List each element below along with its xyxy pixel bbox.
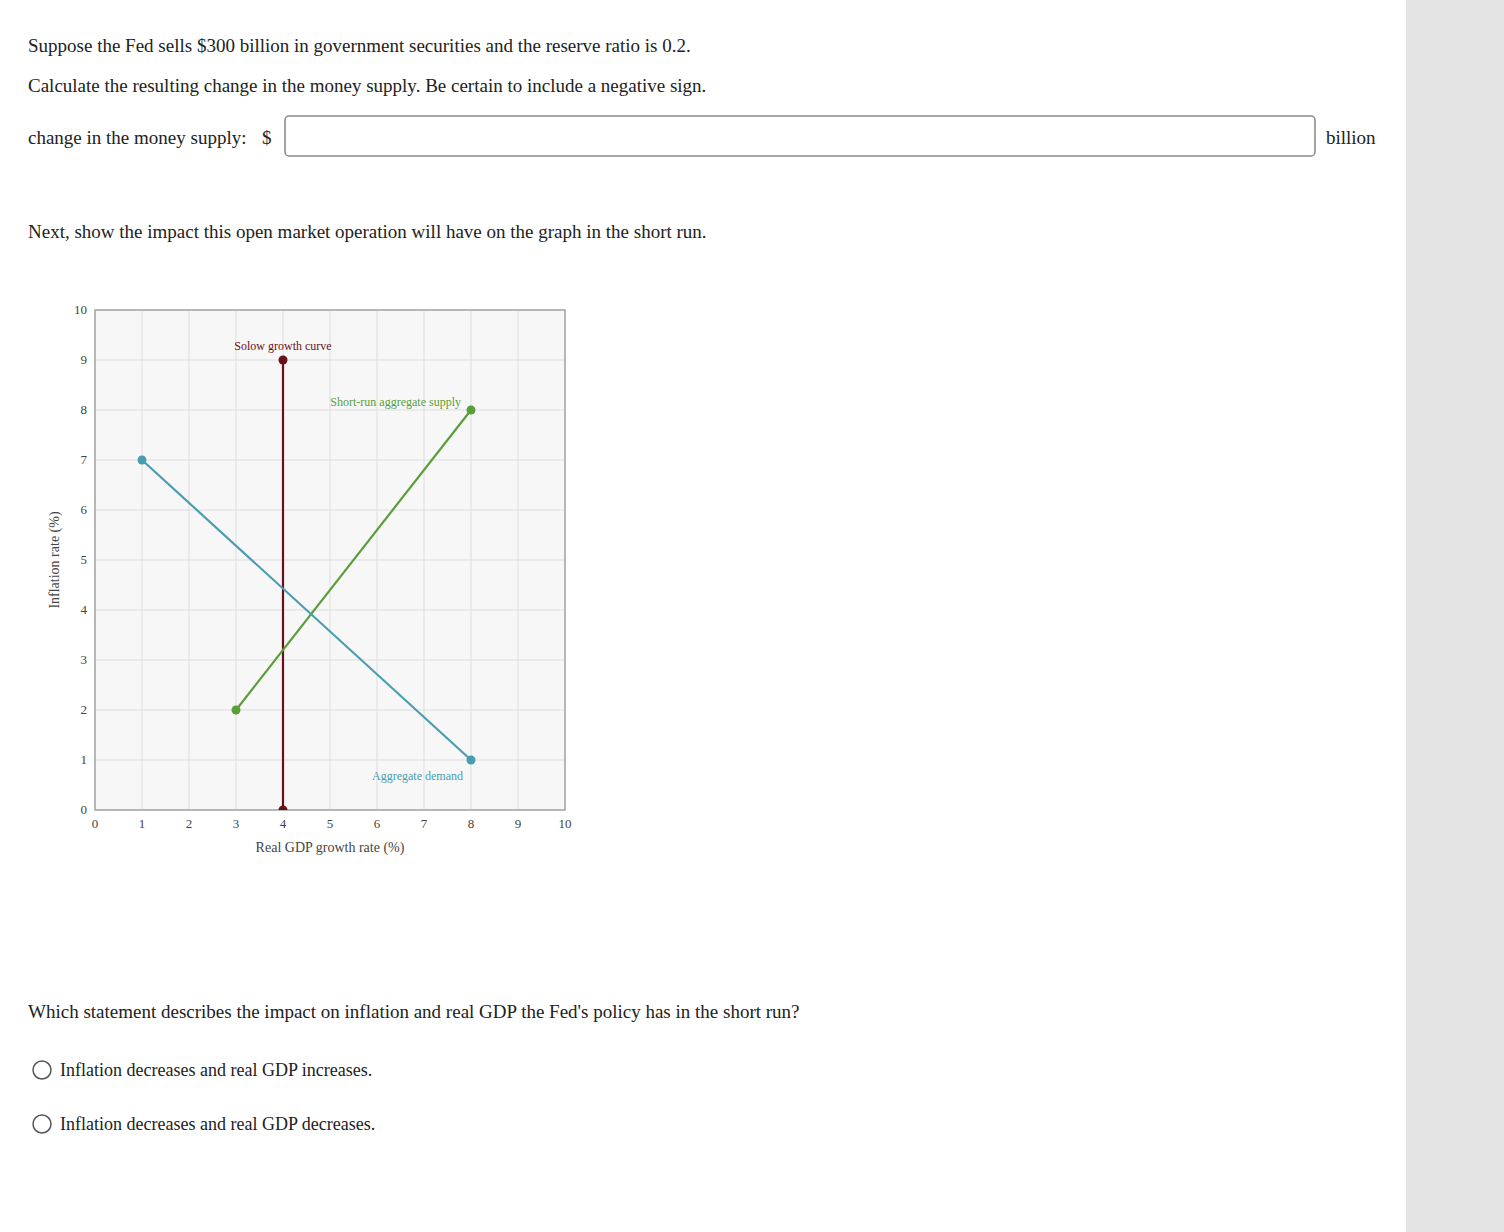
answer-input[interactable] (285, 116, 1315, 156)
tick-label: 2 (81, 702, 88, 717)
plot-frame (95, 310, 565, 810)
series-label: Solow growth curve (234, 339, 331, 353)
tick-label: 4 (280, 816, 287, 831)
grid-line (95, 460, 565, 461)
series-point (279, 356, 288, 365)
option-label: Inflation decreases and real GDP decreas… (60, 1114, 375, 1134)
tick-label: 10 (74, 302, 87, 317)
series-labels: Solow growth curve Short-run aggregate su… (234, 339, 463, 783)
question: Which statement describes the impact on … (28, 1001, 800, 1022)
tick-label: 0 (81, 802, 88, 817)
grid-line (95, 410, 565, 411)
grid-line (95, 710, 565, 711)
chart: 0 1 2 3 4 5 6 7 8 9 10 0 1 2 3 4 5 6 7 8 9 10 Real GDP growth … (47, 302, 572, 856)
plot-area (95, 310, 565, 810)
tick-label: 5 (327, 816, 334, 831)
radio-button[interactable] (33, 1061, 51, 1079)
x-axis-label: Real GDP growth rate (%) (256, 840, 405, 856)
grid-line (283, 310, 284, 810)
series-point (467, 406, 476, 415)
tick-label: 5 (81, 552, 88, 567)
series-label: Aggregate demand (372, 769, 463, 783)
series-line (282, 360, 284, 810)
series-point (279, 806, 288, 811)
currency: $ (262, 127, 272, 148)
page: Suppose the Fed sells $300 billion in go… (0, 0, 1504, 1232)
series-point (138, 456, 147, 465)
series-line (236, 410, 471, 710)
grid-line (95, 760, 565, 761)
grid-line (95, 610, 565, 611)
tick-label: 3 (233, 816, 240, 831)
y-axis-label: Inflation rate (%) (47, 511, 63, 609)
tick-label: 9 (81, 352, 88, 367)
series-group (138, 356, 476, 811)
instruction: Next, show the impact this open market o… (28, 221, 707, 242)
tick-label: 10 (559, 816, 572, 831)
grid-line (95, 360, 565, 361)
series-point (467, 756, 476, 765)
tick-label: 6 (81, 502, 88, 517)
tick-label: 4 (81, 602, 88, 617)
tick-label: 0 (92, 816, 99, 831)
tick-label: 7 (81, 452, 88, 467)
side-strip (1406, 0, 1504, 1232)
tick-label: 8 (81, 402, 88, 417)
radio-button[interactable] (33, 1115, 51, 1133)
unit: billion (1326, 127, 1376, 148)
title: Calculate the resulting change in the mo… (28, 75, 706, 96)
series-point (232, 706, 241, 715)
grid-line (95, 660, 565, 661)
tick-label: 9 (515, 816, 522, 831)
tick-label: 7 (421, 816, 428, 831)
option-label: Inflation decreases and real GDP increas… (60, 1060, 372, 1080)
series-line (142, 460, 471, 760)
grid-line (95, 560, 565, 561)
tick-label: 8 (468, 816, 475, 831)
tick-label: 6 (374, 816, 381, 831)
tick-label: 2 (186, 816, 193, 831)
tick-label: 1 (139, 816, 146, 831)
title: Suppose the Fed sells $300 billion in go… (28, 35, 691, 56)
tick-label: 3 (81, 652, 88, 667)
series-label: Short-run aggregate supply (330, 395, 461, 409)
input-label: change in the money supply: (28, 127, 246, 148)
background (0, 0, 1504, 1232)
tick-label: 1 (81, 752, 88, 767)
grid-line (95, 510, 565, 511)
